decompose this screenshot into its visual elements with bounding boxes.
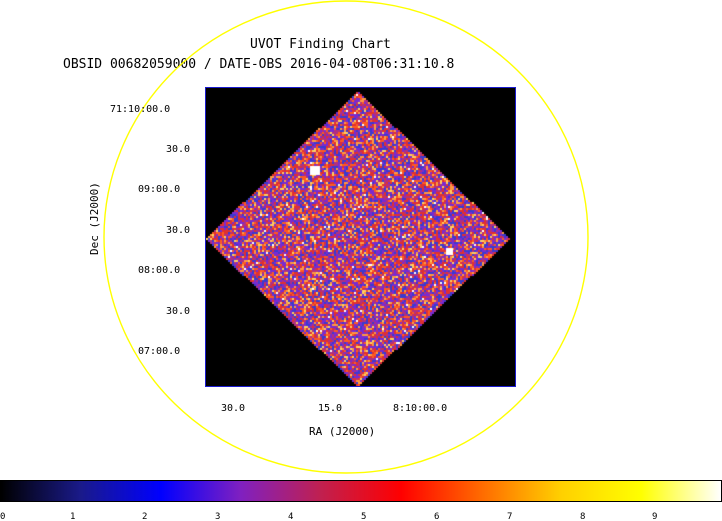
dec-tick-4: 08:00.0 — [138, 265, 181, 276]
colorbar-tick-7: 7 — [507, 512, 513, 521]
chart-title: UVOT Finding Chart — [250, 37, 391, 52]
dec-tick-5: 30.0 — [166, 306, 191, 317]
chart-subtitle: OBSID 00682059000 / DATE-OBS 2016-04-08T… — [63, 57, 455, 72]
colorbar — [0, 480, 722, 502]
ra-tick-1: 15.0 — [318, 403, 343, 414]
x-axis-label: RA (J2000) — [309, 425, 376, 438]
colorbar-tick-4: 4 — [288, 512, 294, 521]
colorbar-tick-6: 6 — [434, 512, 440, 521]
colorbar-tick-2: 2 — [142, 512, 148, 521]
field-of-view-circle — [103, 0, 589, 474]
ra-tick-0: 30.0 — [221, 403, 246, 414]
colorbar-tick-0: 0 — [0, 512, 6, 521]
dec-tick-1: 30.0 — [166, 144, 191, 155]
colorbar-tick-5: 5 — [361, 512, 367, 521]
colorbar-tick-3: 3 — [215, 512, 221, 521]
dec-tick-0: 71:10:00.0 — [110, 104, 171, 115]
colorbar-tick-9: 9 — [652, 512, 658, 521]
uvot-image — [206, 88, 515, 386]
dec-tick-6: 07:00.0 — [138, 346, 181, 357]
ra-tick-2: 8:10:00.0 — [393, 403, 448, 414]
dec-tick-3: 30.0 — [166, 225, 191, 236]
image-frame — [205, 87, 516, 387]
dec-tick-2: 09:00.0 — [138, 184, 181, 195]
colorbar-tick-8: 8 — [580, 512, 586, 521]
y-axis-label: Dec (J2000) — [88, 182, 101, 255]
colorbar-tick-1: 1 — [70, 512, 76, 521]
